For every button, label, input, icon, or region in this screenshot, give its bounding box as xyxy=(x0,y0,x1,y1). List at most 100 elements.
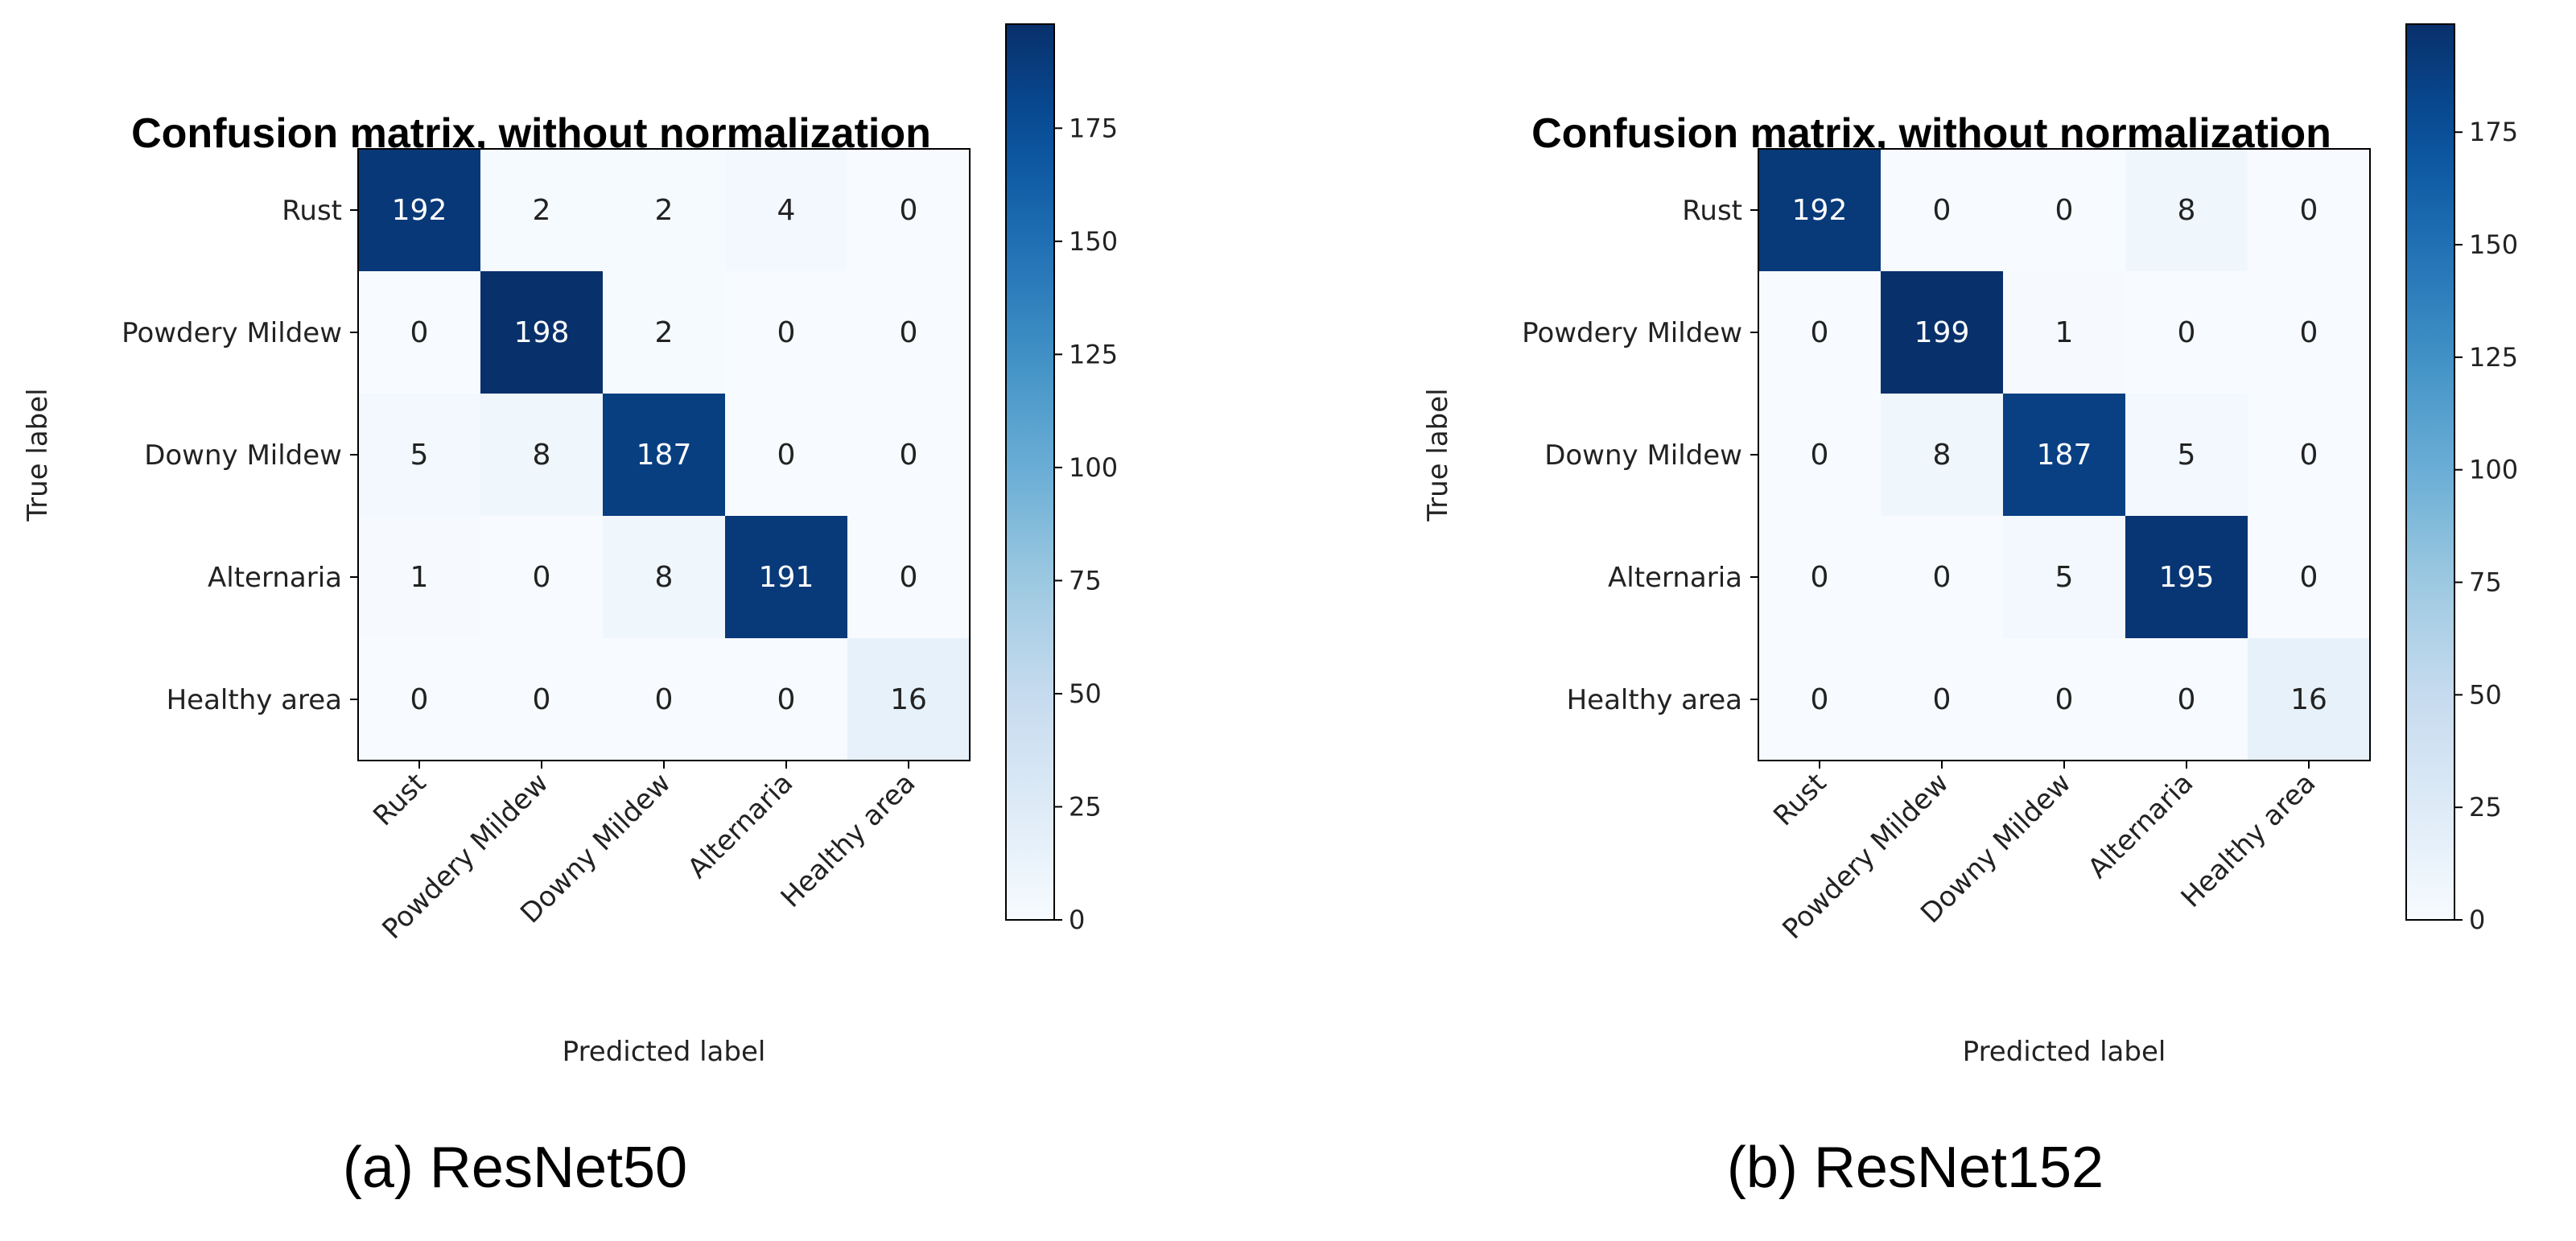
matrix-cell xyxy=(2248,271,2370,394)
matrix-cell-value: 0 xyxy=(2178,683,2196,716)
figure-caption: (b) ResNet152 xyxy=(1727,1136,2104,1200)
matrix-cells: 192 0 0 8 0 0 199 1 0 0 0 8 187 5 0 0 0 5 195 0 0 0 0 0 16 xyxy=(1758,149,2370,761)
y-tick-label: Downy Mildew xyxy=(1544,439,1742,472)
matrix-cell-value: 0 xyxy=(2300,316,2318,349)
matrix-cell-value: 5 xyxy=(2055,561,2074,594)
matrix-cell xyxy=(2003,271,2125,394)
matrix-cell-value: 0 xyxy=(410,683,429,716)
colorbar-tick-label: 100 xyxy=(1069,452,1118,483)
matrix-cell-value: 8 xyxy=(655,561,674,594)
matrix-cell xyxy=(725,271,847,394)
matrix-cell xyxy=(725,394,847,516)
matrix-cell xyxy=(358,394,480,516)
matrix-cell-value: 5 xyxy=(2178,439,2196,472)
matrix-cell xyxy=(1881,638,2003,761)
matrix-cell-value: 0 xyxy=(1811,561,1829,594)
colorbar-tick-label: 75 xyxy=(1069,565,1102,596)
x-tick-label: Alternaria xyxy=(2082,767,2199,884)
colorbar-tick-label: 0 xyxy=(2469,905,2485,935)
matrix-cell xyxy=(2248,394,2370,516)
colorbar-tick-label: 50 xyxy=(2469,679,2502,710)
y-tick-label: Healthy area xyxy=(167,684,342,716)
colorbar-tick-label: 125 xyxy=(2469,342,2518,373)
confusion-matrix-resnet152: Confusion matrix, without normalization1… xyxy=(1422,23,2518,1200)
x-axis-label: Predicted label xyxy=(1963,1036,2166,1068)
matrix-cell-value: 0 xyxy=(533,561,551,594)
matrix-cell xyxy=(2125,516,2248,638)
matrix-cell-value: 8 xyxy=(533,439,551,472)
matrix-cell-value: 198 xyxy=(514,316,570,349)
colorbar-tick-label: 75 xyxy=(2469,567,2502,598)
matrix-cell-value: 0 xyxy=(900,194,918,227)
y-tick-label: Rust xyxy=(282,195,342,227)
matrix-cell-value: 0 xyxy=(1811,683,1829,716)
colorbar xyxy=(2405,23,2455,921)
matrix-cell-value: 0 xyxy=(2300,439,2318,472)
matrix-cell-value: 0 xyxy=(2055,194,2074,227)
matrix-cell-value: 0 xyxy=(777,683,796,716)
matrix-cell xyxy=(480,394,603,516)
y-tick-label: Powdery Mildew xyxy=(1522,317,1742,349)
matrix-cell xyxy=(2125,394,2248,516)
matrix-cell-value: 192 xyxy=(1792,194,1848,227)
matrix-cell xyxy=(847,149,970,271)
matrix-cell xyxy=(1758,271,1881,394)
matrix-cell xyxy=(358,638,480,761)
colorbar-tick-label: 0 xyxy=(1069,905,1085,935)
matrix-cell xyxy=(358,149,480,271)
colorbar-tick-label: 25 xyxy=(1069,791,1102,822)
matrix-cell xyxy=(603,394,725,516)
matrix-cell xyxy=(2003,516,2125,638)
matrix-cell-value: 0 xyxy=(777,439,796,472)
matrix-cell xyxy=(2125,638,2248,761)
matrix-cell-value: 0 xyxy=(777,316,796,349)
matrix-cell xyxy=(1758,394,1881,516)
matrix-cell-value: 2 xyxy=(533,194,551,227)
x-tick-label: Alternaria xyxy=(682,767,799,884)
matrix-cell-value: 0 xyxy=(1933,561,1952,594)
colorbar-tick-label: 50 xyxy=(1069,678,1102,709)
matrix-cell xyxy=(2248,149,2370,271)
x-tick-label: Rust xyxy=(1767,767,1832,832)
colorbar-tick-label: 150 xyxy=(1069,226,1118,257)
matrix-cell xyxy=(2125,149,2248,271)
matrix-cell xyxy=(725,516,847,638)
matrix-cell xyxy=(2125,271,2248,394)
matrix-cell-value: 0 xyxy=(1811,316,1829,349)
colorbar-tick-label: 25 xyxy=(2469,792,2502,823)
matrix-cell xyxy=(603,638,725,761)
matrix-cell xyxy=(1758,638,1881,761)
matrix-cell-value: 195 xyxy=(2159,561,2215,594)
matrix-cell xyxy=(1881,516,2003,638)
matrix-cell xyxy=(847,394,970,516)
x-tick-label: Rust xyxy=(367,767,432,832)
colorbar-tick-label: 175 xyxy=(1069,113,1118,143)
y-tick-label: Healthy area xyxy=(1567,684,1742,716)
matrix-cell-value: 0 xyxy=(1933,194,1952,227)
matrix-cell-value: 0 xyxy=(900,439,918,472)
matrix-cell-value: 8 xyxy=(1933,439,1952,472)
matrix-cell-value: 1 xyxy=(2055,316,2074,349)
matrix-cell xyxy=(480,271,603,394)
matrix-cell-value: 0 xyxy=(533,683,551,716)
matrix-cell-value: 0 xyxy=(900,561,918,594)
matrix-cell-value: 0 xyxy=(2178,316,2196,349)
matrix-cell-value: 187 xyxy=(2037,439,2092,472)
matrix-cell-value: 0 xyxy=(655,683,674,716)
colorbar-tick-label: 100 xyxy=(2469,455,2518,485)
matrix-cell-value: 191 xyxy=(759,561,814,594)
matrix-cell-value: 0 xyxy=(2300,194,2318,227)
matrix-cell xyxy=(725,149,847,271)
matrix-cell-value: 16 xyxy=(2290,683,2327,716)
matrix-cell-value: 199 xyxy=(1914,316,1970,349)
colorbar-tick-label: 175 xyxy=(2469,117,2518,147)
matrix-cell xyxy=(358,271,480,394)
matrix-cell-value: 0 xyxy=(1933,683,1952,716)
matrix-cell xyxy=(1881,394,2003,516)
matrix-cells: 192 2 2 4 0 0 198 2 0 0 5 8 187 0 0 1 0 8 191 0 0 0 0 0 16 xyxy=(358,149,970,761)
y-tick-label: Alternaria xyxy=(208,562,342,594)
matrix-cell xyxy=(1881,271,2003,394)
matrix-cell xyxy=(847,516,970,638)
y-tick-label: Alternaria xyxy=(1608,562,1742,594)
matrix-cell xyxy=(358,516,480,638)
